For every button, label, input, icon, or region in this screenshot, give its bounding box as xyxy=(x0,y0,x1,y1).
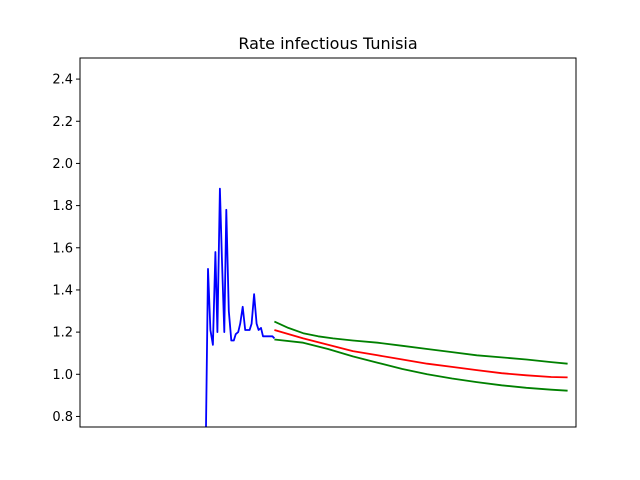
y-axis: 0.8 1.0 1.2 1.4 1.6 1.8 2.0 2.2 2.4 xyxy=(52,73,80,425)
y-tick-label: 1.0 xyxy=(52,368,73,383)
series-line-2 xyxy=(274,329,568,379)
y-tick-label: 2.2 xyxy=(52,115,73,130)
chart-title: Rate infectious Tunisia xyxy=(238,34,417,53)
series-line-4 xyxy=(274,338,568,392)
y-tick-label: 2.0 xyxy=(52,157,73,172)
y-tick-label: 1.6 xyxy=(52,241,73,256)
series-line-3 xyxy=(274,320,568,365)
y-tick-label: 1.4 xyxy=(52,283,73,298)
plot-frame xyxy=(79,57,577,428)
series-layer xyxy=(205,187,568,427)
y-tick-label: 0.8 xyxy=(52,410,73,425)
y-tick-label: 2.4 xyxy=(52,73,73,88)
y-tick-label: 1.8 xyxy=(52,199,73,214)
y-tick-label: 1.2 xyxy=(52,326,73,341)
series-line-1 xyxy=(205,187,276,427)
